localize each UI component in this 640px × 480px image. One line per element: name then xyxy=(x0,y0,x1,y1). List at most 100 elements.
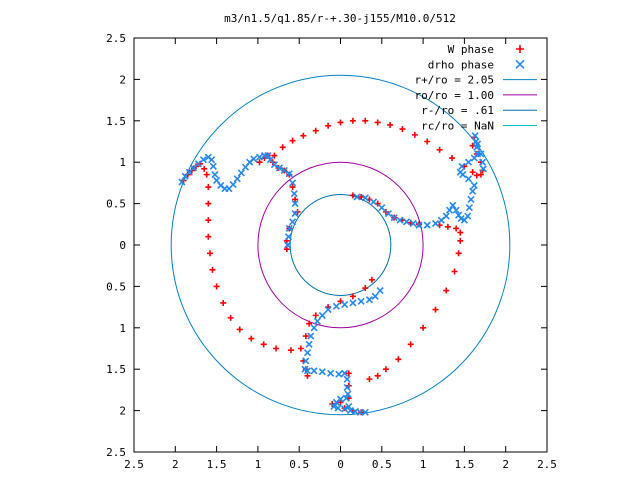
series-0-point-27 xyxy=(349,293,356,300)
legend-label-0: W phase xyxy=(448,43,494,56)
series-0-point-79 xyxy=(279,144,286,151)
series-1-point-57 xyxy=(465,204,473,212)
y-tick-label-8: 1.5 xyxy=(106,363,126,376)
series-0-point-68 xyxy=(283,246,290,253)
series-0-point-90 xyxy=(411,131,418,138)
y-tick-label-2: 1.5 xyxy=(106,115,126,128)
legend-label-5: rc/ro = NaN xyxy=(421,120,494,133)
series-0-point-102 xyxy=(477,171,484,178)
series-0-point-82 xyxy=(312,127,319,134)
series-1-point-0 xyxy=(178,178,186,186)
series-0-point-64 xyxy=(292,196,299,203)
legend-sample-0 xyxy=(516,45,524,53)
series-1-point-25 xyxy=(275,164,283,172)
series-0-point-28 xyxy=(362,285,369,292)
series-0-point-92 xyxy=(436,146,443,153)
series-1-point-15 xyxy=(233,175,241,183)
series-1-point-87 xyxy=(305,340,313,348)
series-1-point-94 xyxy=(327,369,335,377)
series-1-point-86 xyxy=(307,332,315,340)
series-1-point-35 xyxy=(284,241,292,249)
y-tick-label-5: 0 xyxy=(119,239,126,252)
series-0-point-45 xyxy=(407,341,414,348)
series-1-point-76 xyxy=(371,292,379,300)
series-0-point-10 xyxy=(205,233,212,240)
series-1-point-41 xyxy=(390,214,398,222)
series-1-point-85 xyxy=(310,324,318,332)
series-1-point-91 xyxy=(303,367,312,375)
series-1-point-58 xyxy=(467,195,475,204)
series-1-point-77 xyxy=(365,296,373,304)
chart-title: m3/n1.5/q1.85/r-+.30-j155/M10.0/512 xyxy=(224,12,456,25)
series-0-point-83 xyxy=(325,122,332,129)
series-1-point-56 xyxy=(464,212,472,220)
series-1-point-75 xyxy=(376,286,384,295)
series-1-point-81 xyxy=(332,302,340,310)
legend-label-3: ro/ro = 1.00 xyxy=(415,89,494,102)
series-0-point-86 xyxy=(362,117,369,124)
y-tick-label-1: 2 xyxy=(119,73,126,86)
x-tick-label-0: 2.5 xyxy=(124,458,144,471)
series-0-point-26 xyxy=(337,298,344,305)
series-1-point-99 xyxy=(344,390,352,398)
x-tick-label-8: 1.5 xyxy=(454,458,474,471)
series-0-point-36 xyxy=(337,399,344,406)
series-1-point-8 xyxy=(209,162,217,170)
series-1-point-88 xyxy=(303,349,312,357)
reference-circle-1 xyxy=(257,161,424,329)
series-1-point-82 xyxy=(324,306,332,314)
series-0-point-41 xyxy=(366,376,373,383)
series-1-point-104 xyxy=(334,404,342,412)
series-0-point-17 xyxy=(248,335,255,342)
series-1-point-79 xyxy=(349,299,357,307)
series-0-point-18 xyxy=(260,341,267,348)
series-1-point-44 xyxy=(409,219,417,228)
series-1-point-61 xyxy=(464,175,473,183)
series-1-point-22 xyxy=(264,152,272,160)
series-0-point-49 xyxy=(451,268,458,275)
series-0-point-51 xyxy=(457,237,464,244)
series-0-point-42 xyxy=(374,372,381,379)
reference-circles xyxy=(170,74,511,416)
series-0-point-46 xyxy=(420,324,427,331)
series-1-point-37 xyxy=(361,194,369,202)
series-0-point-81 xyxy=(300,132,307,139)
series-1-point-95 xyxy=(335,370,343,378)
series-1-point-103 xyxy=(330,402,338,411)
series-1-point-80 xyxy=(341,301,349,309)
series-1-point-73 xyxy=(479,158,487,166)
series-0-point-85 xyxy=(349,117,356,124)
series-1-point-42 xyxy=(396,216,404,224)
series-0-point-13 xyxy=(213,283,220,290)
y-tick-label-6: 0.5 xyxy=(106,280,126,293)
x-tick-label-3: 1 xyxy=(255,458,262,471)
series-1-point-9 xyxy=(211,171,219,179)
series-0-point-16 xyxy=(236,326,243,333)
series-0-point-88 xyxy=(387,121,394,128)
x-tick-label-10: 2.5 xyxy=(537,458,557,471)
series-1-point-5 xyxy=(199,156,207,164)
series-1-point-98 xyxy=(343,383,351,391)
series-0-point-87 xyxy=(374,119,381,126)
series-1-point-52 xyxy=(452,206,460,214)
axis-ticks: 2.5 2 1.5 1 0.5 0 0.5 1 1.5 2 2.52.521.510.500.511… xyxy=(106,32,557,471)
legend-label-4: r-/ro = .61 xyxy=(421,104,494,117)
series-1-point-32 xyxy=(289,218,297,226)
x-tick-label-2: 1.5 xyxy=(207,458,227,471)
series-0-point-53 xyxy=(453,225,460,232)
series-0-point-19 xyxy=(273,345,280,352)
series-0-point-22 xyxy=(302,333,309,340)
series-1-point-47 xyxy=(431,219,440,228)
series-0-point-52 xyxy=(457,229,464,236)
series-0-point-56 xyxy=(256,159,263,166)
y-tick-label-7: 1 xyxy=(119,322,126,335)
series-1-point-102 xyxy=(332,398,340,406)
reference-circle-0 xyxy=(170,74,511,416)
series-1-point-29 xyxy=(290,190,298,198)
series-0-point-44 xyxy=(395,356,402,363)
series-1 xyxy=(178,132,487,416)
series-0-point-43 xyxy=(382,366,389,373)
data-series xyxy=(178,117,487,416)
series-1-point-14 xyxy=(229,180,237,189)
